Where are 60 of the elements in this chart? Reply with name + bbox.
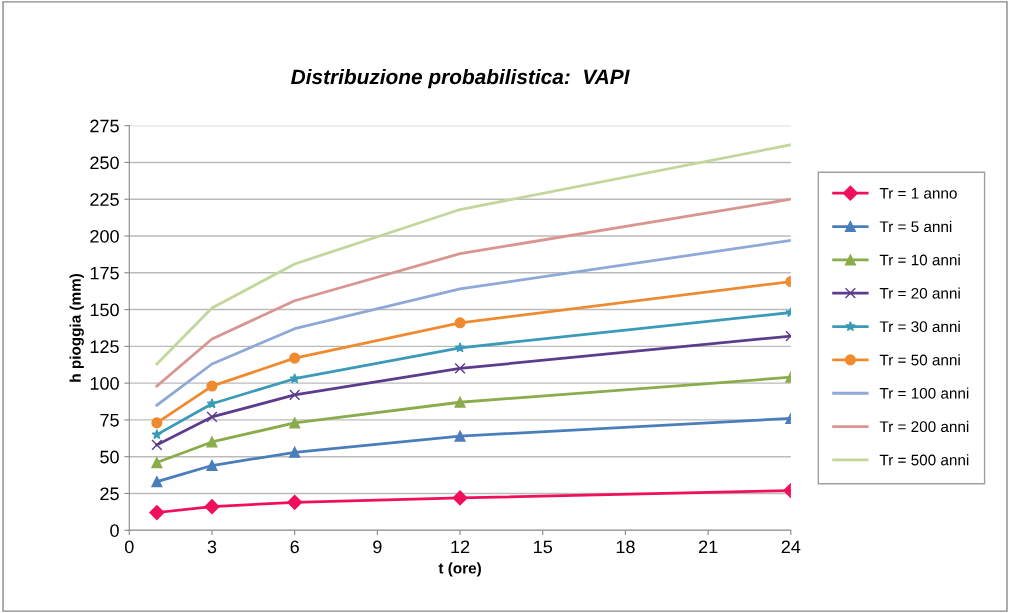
point xyxy=(454,430,466,442)
y-tick-label: 100 xyxy=(90,377,119,390)
point xyxy=(151,439,163,451)
point xyxy=(149,505,165,521)
y-tick-label: 250 xyxy=(90,156,119,170)
point xyxy=(289,373,300,384)
x-tick-label: 15 xyxy=(534,540,553,554)
point xyxy=(454,362,466,374)
line-series xyxy=(155,197,791,388)
point xyxy=(289,352,301,364)
x-tick-label: 18 xyxy=(616,540,635,554)
point xyxy=(287,494,303,510)
x-tick-label: 21 xyxy=(699,540,718,554)
point xyxy=(454,342,466,353)
x-axis-title: t (ore) xyxy=(438,562,481,577)
point xyxy=(206,380,218,392)
point xyxy=(206,398,218,409)
point xyxy=(452,490,468,506)
line-series xyxy=(155,239,791,407)
y-axis-title: h pioggia (mm) xyxy=(69,273,84,382)
legend-label: Tr = 200 anni xyxy=(879,420,969,433)
y-tick-label: 150 xyxy=(90,303,119,317)
x-tick-label: 3 xyxy=(207,540,217,554)
point xyxy=(151,429,163,440)
point xyxy=(206,459,218,472)
y-tick-label: 0 xyxy=(110,524,119,537)
legend-label: Tr = 500 anni xyxy=(879,454,969,466)
y-tick-label: 75 xyxy=(100,414,119,427)
point xyxy=(206,436,218,448)
y-tick-label: 50 xyxy=(100,450,119,464)
point xyxy=(454,317,466,329)
point xyxy=(206,411,218,423)
point xyxy=(289,446,301,458)
x-tick-label: 9 xyxy=(373,540,382,554)
y-tick-label: 175 xyxy=(90,266,119,280)
legend-label: Tr = 5 anni xyxy=(879,220,952,233)
chart-title: Distribuzione probabilistica: VAPI xyxy=(291,68,630,89)
legend-label: Tr = 20 anni xyxy=(879,287,960,299)
legend-label: Tr = 30 anni xyxy=(879,320,960,333)
y-tick-label: 25 xyxy=(100,487,119,501)
y-tick-label: 200 xyxy=(90,229,119,243)
legend-label: Tr = 1 anno xyxy=(879,188,957,199)
point xyxy=(289,417,301,429)
point xyxy=(204,499,220,515)
legend-label: Tr = 50 anni xyxy=(879,354,960,366)
y-tick-label: 275 xyxy=(90,119,119,133)
point xyxy=(151,457,163,469)
point xyxy=(151,417,163,429)
y-tick-label: 125 xyxy=(90,340,119,354)
y-tick-label: 225 xyxy=(90,193,119,206)
point xyxy=(151,476,163,488)
x-tick-label: 24 xyxy=(781,540,801,554)
x-tick-label: 12 xyxy=(451,540,470,554)
point xyxy=(289,389,301,401)
legend-label: Tr = 10 anni xyxy=(879,254,960,266)
point xyxy=(454,396,466,408)
legend-label: Tr = 100 anni xyxy=(879,387,969,399)
x-tick-label: 6 xyxy=(290,540,299,554)
x-tick-label: 0 xyxy=(124,540,134,554)
line-series xyxy=(155,143,791,366)
